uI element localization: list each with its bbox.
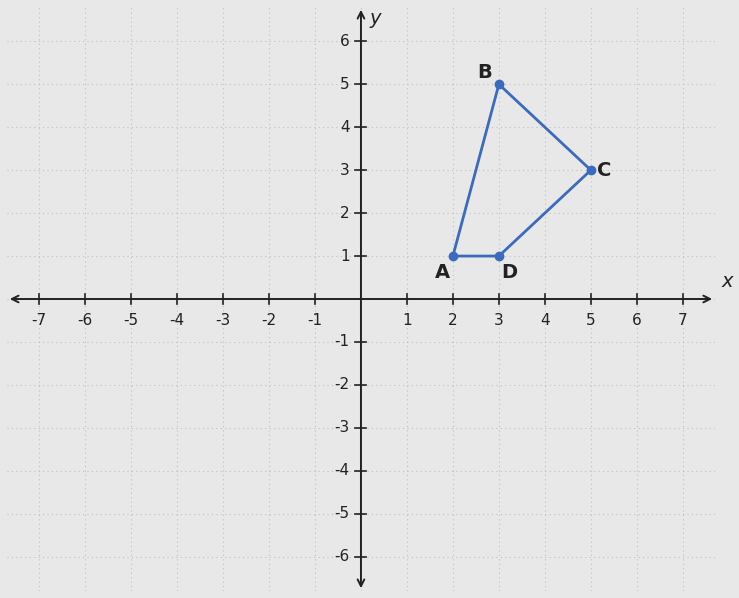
- Text: -1: -1: [307, 313, 322, 328]
- Text: -3: -3: [215, 313, 231, 328]
- Text: 2: 2: [448, 313, 457, 328]
- Text: C: C: [596, 161, 611, 179]
- Text: 4: 4: [340, 120, 350, 135]
- Text: -3: -3: [334, 420, 350, 435]
- Text: 6: 6: [632, 313, 641, 328]
- Text: 5: 5: [340, 77, 350, 91]
- Text: 5: 5: [586, 313, 596, 328]
- Text: -6: -6: [334, 549, 350, 564]
- Text: 4: 4: [540, 313, 550, 328]
- Text: 7: 7: [678, 313, 687, 328]
- Text: 2: 2: [340, 206, 350, 221]
- Text: 3: 3: [494, 313, 504, 328]
- Text: 1: 1: [340, 249, 350, 264]
- Text: y: y: [370, 9, 381, 28]
- Text: -2: -2: [334, 377, 350, 392]
- Text: 3: 3: [340, 163, 350, 178]
- Text: x: x: [722, 272, 733, 291]
- Text: -5: -5: [334, 507, 350, 521]
- Text: A: A: [435, 263, 450, 282]
- Text: -2: -2: [262, 313, 276, 328]
- Text: D: D: [501, 263, 517, 282]
- Text: 1: 1: [402, 313, 412, 328]
- Text: 6: 6: [340, 34, 350, 49]
- Text: -5: -5: [123, 313, 139, 328]
- Text: -4: -4: [334, 463, 350, 478]
- Text: -4: -4: [169, 313, 185, 328]
- Text: -7: -7: [32, 313, 47, 328]
- Text: -1: -1: [334, 334, 350, 349]
- Text: B: B: [477, 63, 492, 82]
- Text: -6: -6: [78, 313, 92, 328]
